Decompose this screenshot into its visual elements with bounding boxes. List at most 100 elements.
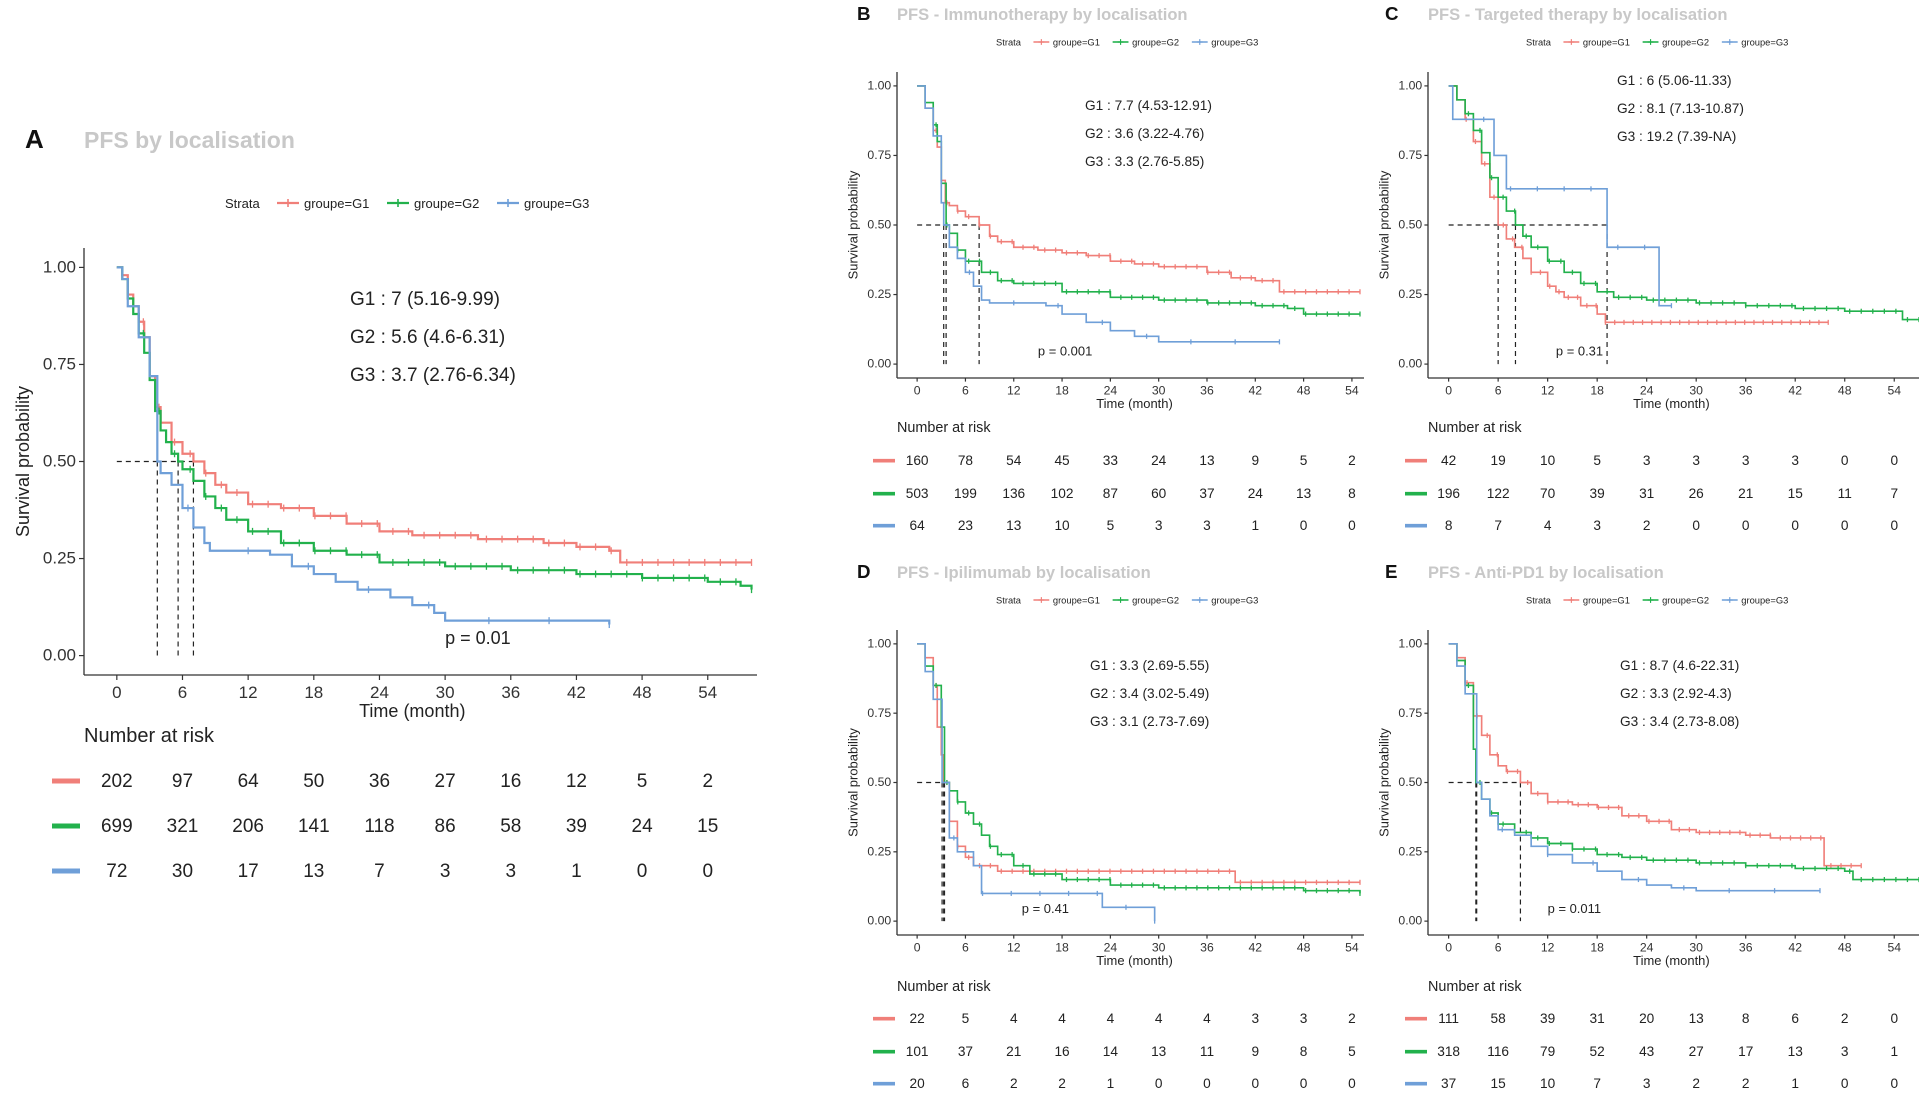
risk-count-g3: 72 (106, 861, 127, 882)
legend-plus-g3 (1196, 597, 1203, 603)
risk-count-g3: 2 (1058, 1076, 1066, 1091)
y-tick-label: 0.25 (1398, 844, 1422, 858)
median-label-g3: G3 : 3.3 (2.76-5.85) (1085, 154, 1204, 169)
censor-marks-g2 (142, 329, 753, 594)
x-tick-label: 18 (1055, 941, 1069, 955)
risk-count-g3: 23 (958, 518, 973, 533)
risk-table-title: Number at risk (897, 420, 991, 436)
x-tick-label: 0 (112, 683, 121, 702)
legend: Strata groupe=G1 groupe=G2 groupe=G3 (996, 596, 1258, 606)
median-label-g1: G1 : 7 (5.16-9.99) (350, 289, 500, 310)
risk-count-g1: 36 (369, 771, 390, 792)
risk-count-g1: 5 (637, 771, 648, 792)
legend-entry-g2: groupe=G2 (1132, 596, 1179, 606)
survival-curve-g2 (917, 643, 1361, 894)
x-tick-label: 6 (178, 683, 187, 702)
y-tick-label: 0.00 (867, 914, 891, 928)
median-label-g2: G2 : 3.3 (2.92-4.3) (1620, 686, 1732, 701)
survival-curve-g2 (917, 85, 1360, 315)
risk-count-g2: 16 (1054, 1044, 1069, 1059)
x-tick-label: 36 (1200, 384, 1214, 398)
risk-count-g3: 0 (1300, 518, 1308, 533)
panel-c: C PFS - Targeted therapy by localisation S… (1376, 3, 1919, 533)
x-axis-label: Time (month) (1096, 396, 1173, 411)
legend-plus-g3 (1196, 39, 1203, 45)
legend: Strata groupe=G1 groupe=G2 groupe=G3 (1526, 38, 1788, 48)
x-tick-label: 48 (1838, 384, 1852, 398)
chart-title: PFS - Ipilimumab by localisation (897, 563, 1151, 582)
x-tick-label: 12 (1007, 384, 1021, 398)
risk-count-g1: 2 (1348, 453, 1356, 468)
risk-count-g2: 3 (1841, 1044, 1849, 1059)
x-tick-label: 18 (304, 683, 323, 702)
x-tick-label: 18 (1590, 384, 1604, 398)
x-tick-label: 54 (1887, 384, 1901, 398)
y-tick-label: 0.75 (1398, 148, 1422, 162)
risk-count-g2: 7 (1890, 486, 1898, 501)
legend: Strata groupe=G1 groupe=G2 groupe=G3 (996, 38, 1258, 48)
risk-count-g3: 3 (1593, 518, 1601, 533)
x-tick-label: 18 (1590, 941, 1604, 955)
legend-title: Strata (996, 596, 1022, 606)
risk-count-g1: 97 (172, 771, 193, 792)
x-tick-label: 36 (501, 683, 520, 702)
risk-count-g1: 3 (1251, 1011, 1259, 1026)
legend-title: Strata (996, 38, 1022, 48)
risk-table-title: Number at risk (1428, 979, 1522, 995)
median-label-g1: G1 : 7.7 (4.53-12.91) (1085, 98, 1212, 113)
x-tick-label: 12 (239, 683, 258, 702)
censor-marks-g3 (187, 504, 610, 629)
risk-count-g2: 9 (1251, 1044, 1259, 1059)
median-label-g1: G1 : 6 (5.06-11.33) (1617, 73, 1732, 88)
risk-count-g1: 42 (1441, 453, 1456, 468)
median-label-g3: G3 : 3.7 (2.76-6.34) (350, 365, 516, 386)
legend-plus-g3 (504, 199, 512, 207)
risk-count-g3: 0 (1791, 518, 1799, 533)
y-tick-label: 1.00 (867, 79, 891, 93)
risk-count-g2: 70 (1540, 486, 1556, 501)
p-value: p = 0.31 (1556, 344, 1603, 359)
p-value: p = 0.01 (445, 628, 511, 648)
risk-count-g3: 0 (702, 861, 713, 882)
risk-count-g3: 37 (1441, 1076, 1456, 1091)
risk-count-g2: 37 (1199, 486, 1214, 501)
risk-count-g1: 5 (1593, 453, 1601, 468)
legend: Strata groupe=G1 groupe=G2 groupe=G3 (225, 196, 589, 211)
risk-count-g1: 3 (1791, 453, 1799, 468)
x-tick-label: 54 (698, 683, 717, 702)
y-tick-label: 0.50 (1398, 218, 1422, 232)
legend-title: Strata (1526, 38, 1552, 48)
legend-entry-g2: groupe=G2 (1132, 38, 1179, 48)
censor-marks-g1 (935, 127, 1361, 295)
risk-count-g1: 0 (1890, 1011, 1898, 1026)
censor-marks-g1 (1466, 680, 1862, 869)
x-tick-label: 0 (914, 941, 921, 955)
legend-entry-g1: groupe=G1 (1583, 596, 1630, 606)
risk-count-g3: 7 (1494, 518, 1502, 533)
risk-count-g3: 1 (1791, 1076, 1799, 1091)
x-tick-label: 54 (1345, 941, 1359, 955)
panel-label: B (857, 3, 871, 24)
y-tick-label: 0.00 (43, 646, 76, 665)
risk-count-g2: 102 (1051, 486, 1074, 501)
median-label-g2: G2 : 5.6 (4.6-6.31) (350, 327, 505, 348)
risk-count-g2: 24 (632, 816, 654, 837)
risk-count-g2: 5 (1348, 1044, 1356, 1059)
panel-b: B PFS - Immunotherapy by localisation Stra… (845, 3, 1364, 533)
risk-count-g2: 8 (1348, 486, 1356, 501)
x-tick-label: 30 (1152, 384, 1166, 398)
risk-count-g3: 6 (962, 1076, 970, 1091)
risk-count-g1: 58 (1491, 1011, 1507, 1026)
risk-count-g1: 4 (1107, 1011, 1115, 1026)
risk-count-g2: 503 (906, 486, 929, 501)
risk-count-g1: 5 (962, 1011, 970, 1026)
survival-curve-g3 (1448, 85, 1672, 307)
panel-label: E (1385, 561, 1397, 582)
legend-plus-g3 (1726, 39, 1733, 45)
risk-count-g3: 13 (303, 861, 324, 882)
risk-count-g2: 58 (500, 816, 521, 837)
x-tick-label: 6 (962, 384, 969, 398)
y-tick-label: 1.00 (1398, 79, 1422, 93)
risk-count-g2: 87 (1103, 486, 1118, 501)
